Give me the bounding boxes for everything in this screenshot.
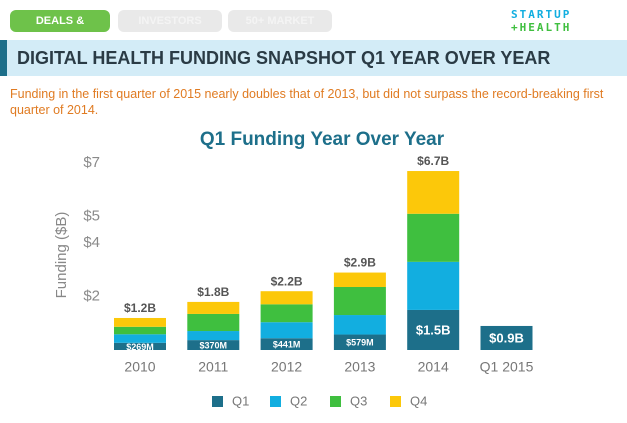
bar-segment [333,272,386,287]
title-bar: DIGITAL HEALTH FUNDING SNAPSHOT Q1 YEAR … [0,40,627,76]
y-tick-label: $5 [83,207,100,224]
bar-segment [260,322,313,339]
legend-label: Q1 [232,393,249,408]
legend-label: Q2 [290,393,307,408]
bar-segment [407,309,460,350]
bar-segment [187,340,240,350]
total-label: $2.2B [271,274,303,288]
value-label: $441M [273,339,301,349]
bar-segment [480,325,533,350]
y-tick-label: $7 [83,154,100,171]
total-label: $2.9B [344,256,376,270]
legend-swatch [212,396,223,407]
page-title: DIGITAL HEALTH FUNDING SNAPSHOT Q1 YEAR … [17,48,551,68]
bar-segment [407,171,460,214]
x-tick-label: 2013 [344,359,375,375]
tab[interactable]: 50+ MARKET [228,10,332,32]
tab[interactable]: INVESTORS [118,10,222,32]
logo-line: STARTUP [511,8,572,21]
legend-swatch [390,396,401,407]
y-tick-label: $2 [83,288,100,305]
bar-segment [114,342,166,350]
bar-segment [407,261,460,310]
value-label: $0.9B [489,330,524,345]
bar-segment [333,315,386,335]
value-label: $269M [126,342,154,352]
bar-segment [187,301,240,314]
subtitle: Funding in the first quarter of 2015 nea… [10,87,604,117]
value-label: $579M [346,338,374,348]
logo: STARTUP +HEALTH [511,8,571,34]
legend-swatch [270,396,281,407]
bar-segment [114,326,166,335]
bar-segment [114,334,166,343]
logo-line: +HEALTH [511,21,572,34]
bar-segment [260,304,313,323]
bar-segment [333,334,386,350]
total-label: $6.7B [417,154,449,168]
x-tick-label: Q1 2015 [480,359,534,375]
total-label: $1.8B [197,285,229,299]
bar-segment [187,313,240,332]
bar-segment [187,331,240,341]
x-tick-label: 2011 [198,359,228,375]
value-label: $370M [200,340,228,350]
bar-segment [114,317,166,327]
total-label: $1.2B [124,301,156,315]
y-axis-label: Funding ($B) [53,212,70,299]
x-tick-label: 2012 [271,359,302,375]
legend-swatch [330,396,341,407]
bar-segment [333,286,386,316]
value-label: $1.5B [416,322,451,337]
bar-segment [260,291,313,305]
y-tick-label: $4 [83,234,100,251]
x-tick-label: 2014 [418,359,449,375]
bar-segment [260,338,313,350]
x-tick-label: 2010 [124,359,155,375]
bar-segment [407,213,460,262]
legend-label: Q4 [410,393,427,408]
legend-label: Q3 [350,393,367,408]
chart-title: Q1 Funding Year Over Year [200,129,445,150]
